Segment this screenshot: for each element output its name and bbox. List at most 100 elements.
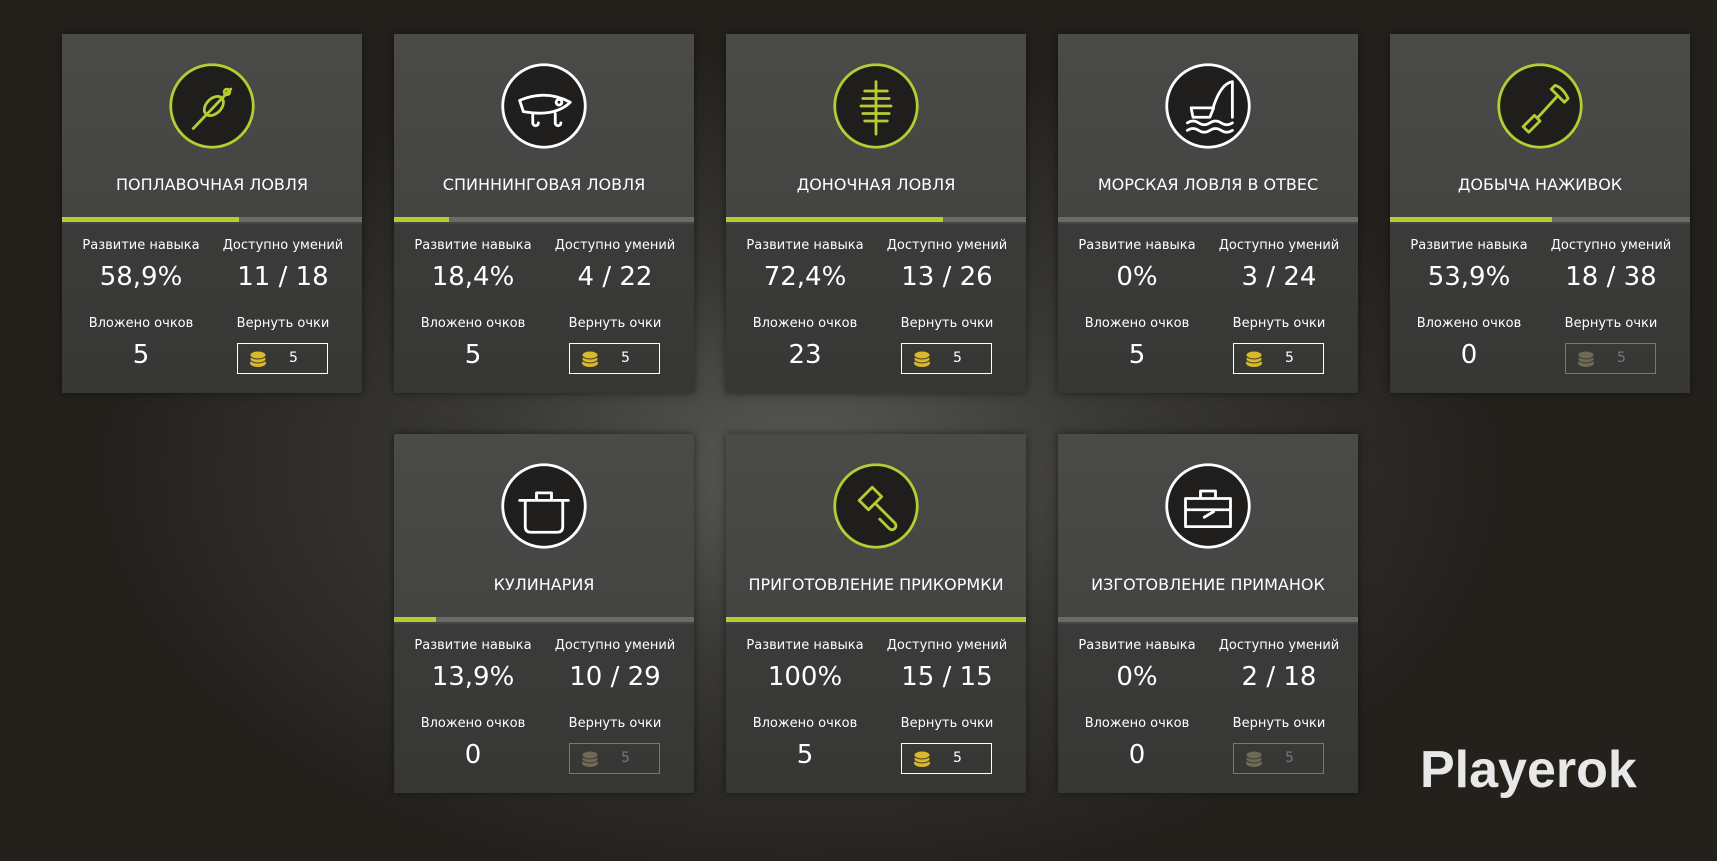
skill-icon — [1163, 61, 1253, 155]
available-value: 13 / 26 — [901, 262, 993, 292]
invested-label: Вложено очков — [1084, 316, 1190, 331]
progress-track — [394, 217, 694, 222]
progress-track — [1390, 217, 1690, 222]
card-stats-panel — [1390, 224, 1690, 393]
refund-label: Вернуть очки — [1232, 316, 1326, 331]
card-title: ДОБЫЧА НАЖИВОК — [1457, 175, 1623, 194]
card-title: ИЗГОТОВЛЕНИЕ ПРИМАНОК — [1091, 575, 1325, 594]
skill-card: ДОБЫЧА НАЖИВОК Развитие навыка Доступно ум… — [1390, 34, 1690, 393]
invested-label: Вложено очков — [1416, 316, 1522, 331]
available-value: 15 / 15 — [901, 662, 993, 692]
card-stats-panel — [1058, 224, 1358, 393]
refund-button[interactable]: 5 — [901, 343, 992, 374]
icon-graphic — [1165, 463, 1251, 549]
progress-fill — [394, 217, 450, 222]
skill-card: СПИННИНГОВАЯ ЛОВЛЯ Развитие навыка Доступн… — [394, 34, 694, 393]
icon-graphic — [501, 463, 587, 549]
skill-card: КУЛИНАРИЯ Развитие навыка Доступно умений 1… — [394, 434, 694, 793]
progress-track — [726, 617, 1026, 622]
card-stats-panel — [726, 224, 1026, 393]
refund-button[interactable]: 5 — [1233, 343, 1324, 374]
refund-cost: 5 — [1285, 350, 1294, 366]
icon-graphic — [833, 63, 919, 149]
refund-button: 5 — [1233, 743, 1324, 774]
card-title: ПОПЛАВОЧНАЯ ЛОВЛЯ — [115, 175, 309, 194]
available-label: Доступно умений — [1550, 238, 1672, 253]
refund-label: Вернуть очки — [1232, 716, 1326, 731]
progress-value: 13,9% — [431, 662, 515, 692]
icon-graphic — [501, 63, 587, 149]
card-title: СПИННИНГОВАЯ ЛОВЛЯ — [442, 175, 646, 194]
available-value: 2 / 18 — [1241, 662, 1317, 692]
progress-track — [1058, 217, 1358, 222]
skill-icon — [831, 61, 921, 155]
invested-label: Вложено очков — [88, 316, 194, 331]
available-label: Доступно умений — [886, 238, 1008, 253]
progress-label: Развитие навыка — [1078, 238, 1196, 253]
card-title: КУЛИНАРИЯ — [493, 575, 595, 594]
card-stats-panel — [394, 224, 694, 393]
refund-button[interactable]: 5 — [237, 343, 328, 374]
progress-fill — [394, 617, 436, 622]
progress-value: 100% — [767, 662, 843, 692]
coin-icon — [912, 749, 932, 773]
refund-button[interactable]: 5 — [901, 743, 992, 774]
invested-value: 5 — [796, 740, 814, 770]
progress-label: Развитие навыка — [746, 638, 864, 653]
icon-graphic — [833, 463, 919, 549]
progress-track — [62, 217, 362, 222]
refund-button: 5 — [1565, 343, 1656, 374]
available-value: 10 / 29 — [569, 662, 661, 692]
refund-cost: 5 — [1617, 350, 1626, 366]
progress-label: Развитие навыка — [414, 238, 532, 253]
invested-label: Вложено очков — [420, 316, 526, 331]
skill-icon — [499, 61, 589, 155]
progress-fill — [1390, 217, 1552, 222]
progress-label: Развитие навыка — [414, 638, 532, 653]
progress-label: Развитие навыка — [82, 238, 200, 253]
available-label: Доступно умений — [222, 238, 344, 253]
refund-cost: 5 — [621, 750, 630, 766]
invested-value: 5 — [464, 340, 482, 370]
refund-label: Вернуть очки — [236, 316, 330, 331]
progress-fill — [726, 617, 1026, 622]
available-label: Доступно умений — [886, 638, 1008, 653]
available-label: Доступно умений — [554, 638, 676, 653]
progress-fill — [726, 217, 944, 222]
available-value: 4 / 22 — [577, 262, 653, 292]
icon-graphic — [1497, 63, 1583, 149]
skill-icon — [499, 461, 589, 555]
refund-label: Вернуть очки — [900, 716, 994, 731]
coin-icon — [248, 349, 268, 373]
progress-label: Развитие навыка — [1078, 638, 1196, 653]
available-value: 3 / 24 — [1241, 262, 1317, 292]
available-label: Доступно умений — [554, 238, 676, 253]
progress-value: 18,4% — [431, 262, 515, 292]
skill-card: ПРИГОТОВЛЕНИЕ ПРИКОРМКИ Развитие навыка До… — [726, 434, 1026, 793]
invested-label: Вложено очков — [1084, 716, 1190, 731]
invested-label: Вложено очков — [752, 316, 858, 331]
card-stats-panel — [62, 224, 362, 393]
coin-icon — [912, 349, 932, 373]
invested-value: 0 — [1460, 340, 1478, 370]
progress-fill — [62, 217, 239, 222]
refund-button[interactable]: 5 — [569, 343, 660, 374]
card-title: МОРСКАЯ ЛОВЛЯ В ОТВЕС — [1097, 175, 1319, 194]
skill-icon — [1163, 461, 1253, 555]
invested-value: 23 — [788, 340, 822, 370]
refund-cost: 5 — [953, 750, 962, 766]
available-label: Доступно умений — [1218, 238, 1340, 253]
available-value: 11 / 18 — [237, 262, 329, 292]
progress-value: 0% — [1116, 662, 1158, 692]
invested-label: Вложено очков — [420, 716, 526, 731]
refund-label: Вернуть очки — [568, 316, 662, 331]
skill-card: ДОНОЧНАЯ ЛОВЛЯ Развитие навыка Доступно ум… — [726, 34, 1026, 393]
invested-value: 5 — [1128, 340, 1146, 370]
card-stats-panel — [394, 624, 694, 793]
refund-cost: 5 — [953, 350, 962, 366]
progress-track — [1058, 617, 1358, 622]
refund-cost: 5 — [621, 350, 630, 366]
card-stats-panel — [726, 624, 1026, 793]
card-stats-panel — [1058, 624, 1358, 793]
progress-value: 53,9% — [1427, 262, 1511, 292]
